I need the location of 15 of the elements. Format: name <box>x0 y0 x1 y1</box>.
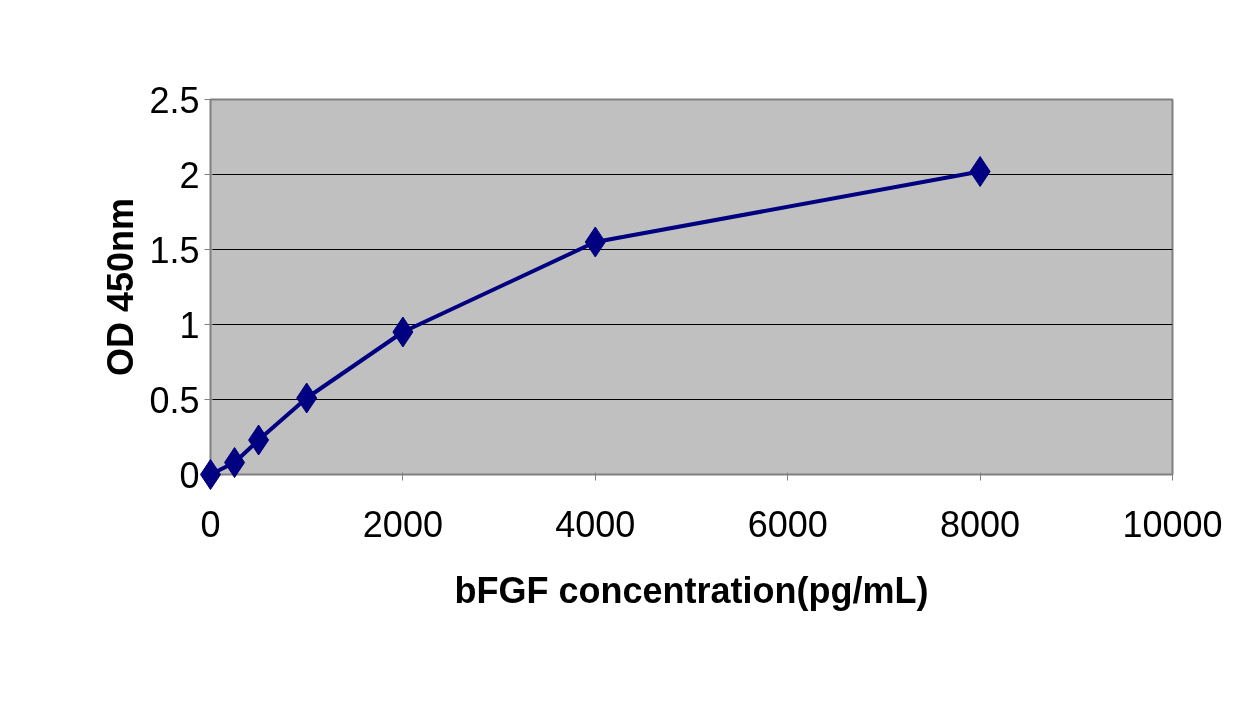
x-tick-label: 4000 <box>555 503 636 545</box>
x-axis-title: bFGF concentration(pg/mL) <box>454 569 929 611</box>
y-tick-label: 1 <box>179 304 200 346</box>
point <box>224 447 246 478</box>
y-axis-title: OD 450nm <box>100 197 142 377</box>
y-tick-label: 0.5 <box>149 379 200 421</box>
point <box>969 156 991 187</box>
x-tick-label: 10000 <box>1122 503 1223 545</box>
y-tick-label: 2.5 <box>149 79 200 121</box>
y-tick-label: 1.5 <box>149 229 200 271</box>
y-tick-label: 0 <box>179 454 200 496</box>
y-tick-label: 2 <box>179 154 200 196</box>
x-tick-label: 2000 <box>362 503 443 545</box>
x-tick-label: 8000 <box>940 503 1021 545</box>
x-tick-label: 6000 <box>747 503 828 545</box>
